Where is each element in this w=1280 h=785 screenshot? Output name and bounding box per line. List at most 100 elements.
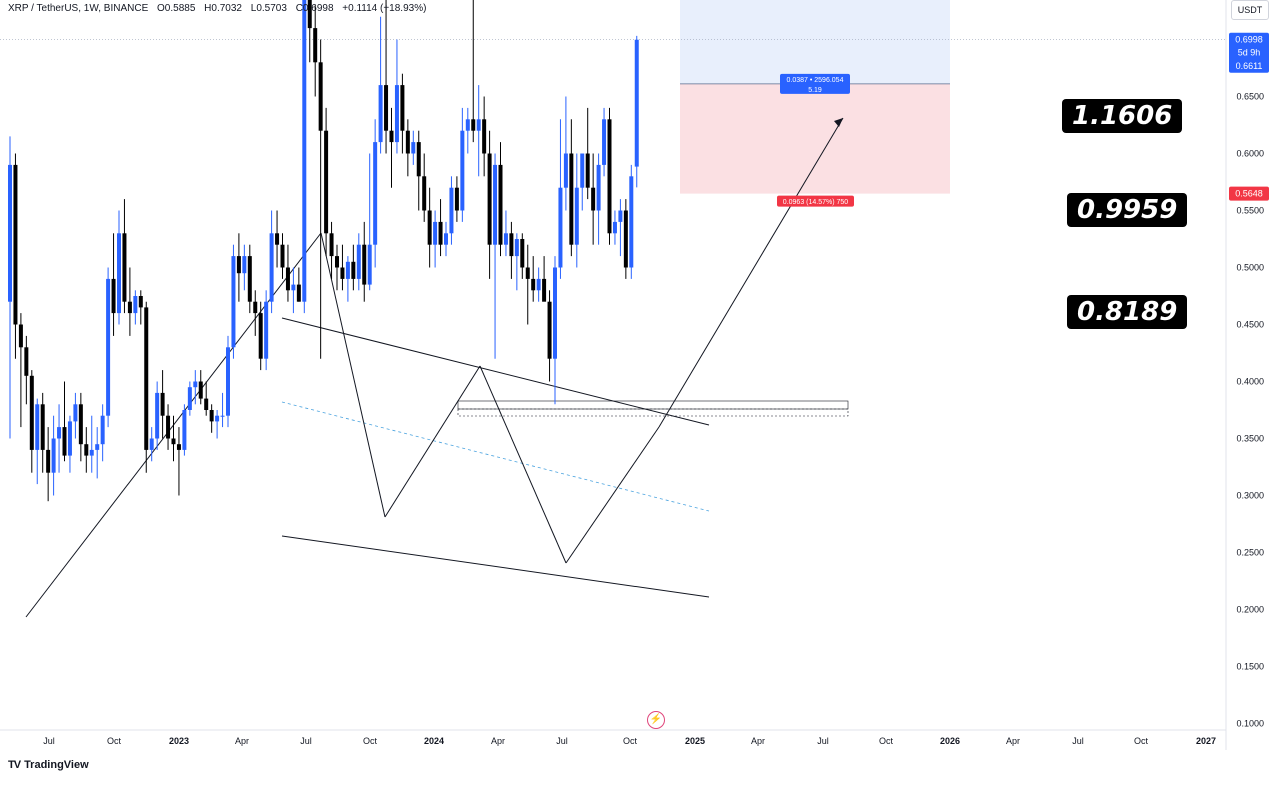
stop-price-tag bbox=[1229, 186, 1269, 201]
target-label-1: 0.8189 bbox=[1067, 295, 1188, 329]
candle-body bbox=[291, 284, 296, 291]
candle-body bbox=[171, 438, 176, 445]
support-box bbox=[457, 408, 849, 417]
candle-body bbox=[449, 187, 454, 234]
candle-body bbox=[378, 85, 383, 143]
x-tick-label: 2024 bbox=[424, 736, 444, 746]
x-tick-label: Oct bbox=[363, 736, 378, 746]
candle-body bbox=[427, 210, 432, 245]
x-tick-label: Jul bbox=[300, 736, 312, 746]
y-tick-label: 0.6000 bbox=[1236, 149, 1264, 159]
candle-body bbox=[247, 256, 252, 302]
pattern-leg-2 bbox=[320, 232, 386, 518]
candle-body bbox=[40, 404, 45, 450]
stop-stats-label bbox=[777, 195, 854, 207]
candle-body bbox=[340, 267, 345, 279]
legend-open: O0.5885 bbox=[157, 3, 196, 14]
candle-body bbox=[362, 244, 367, 285]
candle-body bbox=[389, 130, 394, 143]
y-tick-label: 0.3000 bbox=[1236, 491, 1264, 501]
candle-body bbox=[345, 261, 350, 279]
tradingview-brand[interactable]: TV TradingView bbox=[8, 759, 89, 771]
candle-body bbox=[193, 381, 198, 388]
legend-symbol[interactable]: XRP / TetherUS, 1W, BINANCE bbox=[8, 3, 149, 14]
candle-body bbox=[231, 256, 236, 348]
candle-body bbox=[536, 278, 541, 291]
candle-body bbox=[324, 130, 329, 234]
candle-body bbox=[95, 444, 100, 450]
candle-body bbox=[89, 449, 94, 456]
candle-body bbox=[160, 392, 165, 416]
candle-body bbox=[503, 233, 508, 245]
candle-body bbox=[580, 153, 585, 188]
candle-body bbox=[198, 381, 203, 399]
pattern-leg-5 bbox=[565, 426, 660, 564]
candle-body bbox=[215, 415, 220, 422]
candle-body bbox=[133, 296, 138, 314]
candle-body bbox=[253, 301, 258, 314]
candle-body bbox=[296, 284, 301, 302]
target-zone bbox=[680, 0, 950, 84]
y-tick-label: 0.5000 bbox=[1236, 263, 1264, 273]
candle-body bbox=[454, 187, 459, 211]
x-tick-label: Apr bbox=[491, 736, 505, 746]
candle-body bbox=[209, 410, 214, 422]
candle-body bbox=[57, 427, 62, 439]
candle-body bbox=[226, 347, 230, 416]
legend-close: C0.6998 bbox=[295, 3, 334, 14]
candle-body bbox=[166, 415, 171, 439]
last-price-tag bbox=[1229, 32, 1269, 73]
candle-body bbox=[264, 301, 269, 359]
candle-body bbox=[100, 415, 105, 445]
candle-body bbox=[563, 153, 568, 188]
entry-stats-label bbox=[780, 73, 850, 94]
candle-body bbox=[367, 244, 372, 285]
candle-body bbox=[405, 130, 410, 154]
candle-body bbox=[51, 438, 56, 473]
candle-body bbox=[106, 278, 111, 416]
channel-mid-line bbox=[281, 401, 710, 512]
entry-stats-label-text: 0.0387 • 2596.054 bbox=[787, 77, 844, 84]
resistance-box bbox=[457, 400, 849, 410]
candle-body bbox=[138, 296, 143, 308]
candle-body bbox=[356, 244, 361, 279]
brand-name: TradingView bbox=[24, 759, 89, 771]
last-price-tag-text: 0.6611 bbox=[1236, 61, 1263, 71]
x-tick-label: Jul bbox=[817, 736, 829, 746]
candle-body bbox=[35, 404, 40, 450]
pattern-leg-3 bbox=[384, 365, 481, 518]
candle-body bbox=[335, 256, 339, 268]
x-tick-label: Oct bbox=[623, 736, 638, 746]
lightning-icon[interactable]: ⚡ bbox=[647, 711, 665, 729]
candle-body bbox=[122, 233, 127, 302]
candle-body bbox=[275, 233, 280, 245]
candle-body bbox=[607, 119, 612, 234]
x-tick-label: Apr bbox=[751, 736, 765, 746]
x-tick-label: Jul bbox=[1072, 736, 1084, 746]
stop-zone bbox=[680, 83, 950, 194]
stop-price-tag-text: 0.5648 bbox=[1235, 189, 1263, 199]
candle-body bbox=[514, 239, 519, 257]
candle-body bbox=[18, 324, 23, 348]
x-tick-label: Oct bbox=[879, 736, 894, 746]
candle-body bbox=[13, 164, 18, 325]
currency-selector[interactable]: USDT bbox=[1231, 0, 1269, 20]
candle-body bbox=[285, 267, 290, 291]
candle-body bbox=[24, 347, 29, 376]
y-tick-label: 0.3500 bbox=[1236, 434, 1264, 444]
candle-body bbox=[176, 444, 181, 450]
candle-body bbox=[258, 313, 263, 359]
candle-body bbox=[618, 210, 623, 222]
y-tick-label: 0.6500 bbox=[1236, 92, 1264, 102]
candle-body bbox=[182, 410, 187, 450]
x-tick-label: Apr bbox=[235, 736, 249, 746]
pattern-leg-4 bbox=[479, 365, 567, 564]
y-tick-label: 0.4000 bbox=[1236, 377, 1264, 387]
candle-body bbox=[416, 142, 421, 177]
stop-stats-label-text: 0.0963 (14.57%) 750 bbox=[783, 199, 848, 206]
x-tick-label: 2025 bbox=[685, 736, 705, 746]
candle-body bbox=[542, 278, 547, 302]
x-tick-label: Oct bbox=[107, 736, 122, 746]
candle-body bbox=[155, 392, 160, 439]
x-tick-label: 2027 bbox=[1196, 736, 1216, 746]
